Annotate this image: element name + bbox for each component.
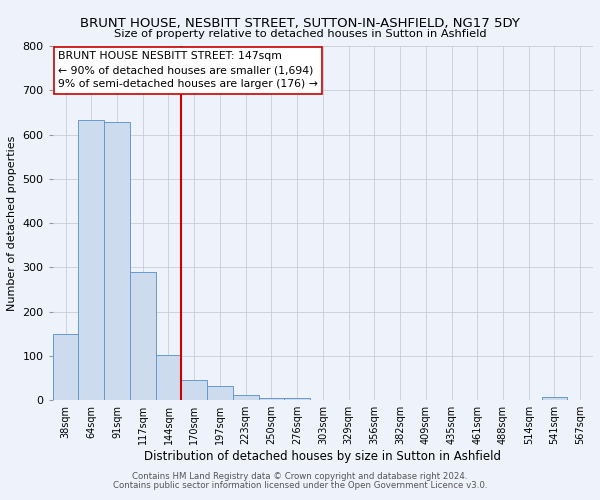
Bar (130, 272, 155, 400)
X-axis label: Distribution of detached houses by size in Sutton in Ashfield: Distribution of detached houses by size … (145, 450, 502, 463)
Bar (207, 386, 233, 400)
Text: Contains public sector information licensed under the Open Government Licence v3: Contains public sector information licen… (113, 481, 487, 490)
Text: Contains HM Land Registry data © Crown copyright and database right 2024.: Contains HM Land Registry data © Crown c… (132, 472, 468, 481)
Bar (104, 122, 130, 400)
Bar (79, 120, 104, 400)
Text: Size of property relative to detached houses in Sutton in Ashfield: Size of property relative to detached ho… (113, 29, 487, 39)
Text: BRUNT HOUSE, NESBITT STREET, SUTTON-IN-ASHFIELD, NG17 5DY: BRUNT HOUSE, NESBITT STREET, SUTTON-IN-A… (80, 18, 520, 30)
Bar (542, 396, 568, 400)
Bar (259, 398, 284, 400)
Bar (53, 334, 79, 400)
Bar (181, 380, 207, 400)
Text: BRUNT HOUSE NESBITT STREET: 147sqm
← 90% of detached houses are smaller (1,694)
: BRUNT HOUSE NESBITT STREET: 147sqm ← 90%… (58, 52, 318, 90)
Bar (233, 394, 259, 400)
Bar (284, 398, 310, 400)
Y-axis label: Number of detached properties: Number of detached properties (7, 136, 17, 311)
Bar (155, 354, 181, 401)
